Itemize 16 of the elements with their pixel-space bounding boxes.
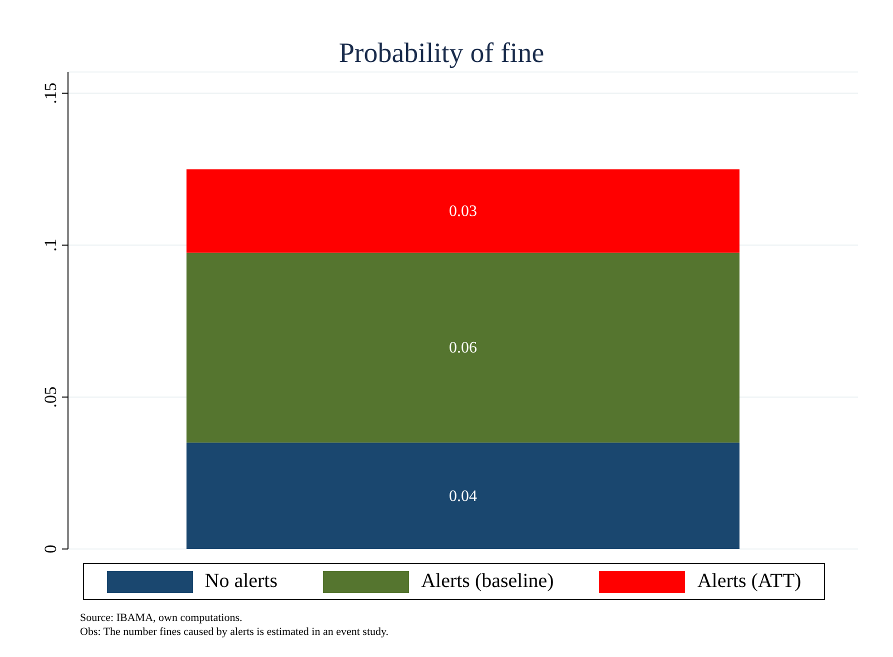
legend-label: Alerts (ATT): [697, 570, 802, 593]
bar: [186, 442, 740, 549]
y-tick-label: .1: [41, 238, 60, 252]
y-tick-label: .05: [41, 386, 60, 408]
chart-title: Probability of fine: [338, 38, 546, 70]
y-tick-label: 0: [41, 544, 60, 554]
data-label: 0.03: [449, 203, 477, 220]
y-tick-label: .15: [41, 82, 60, 104]
bar: [186, 169, 740, 253]
bar: [186, 252, 740, 443]
legend-label: Alerts (baseline): [421, 570, 554, 593]
source-note: Source: IBAMA, own computations.: [80, 611, 244, 625]
data-label: 0.06: [449, 340, 477, 357]
text: Obs: The number fines caused by alerts is estimated in an event study.: [80, 625, 389, 639]
data-label: 0.04: [449, 488, 477, 505]
legend-label: No alerts: [204, 570, 278, 593]
